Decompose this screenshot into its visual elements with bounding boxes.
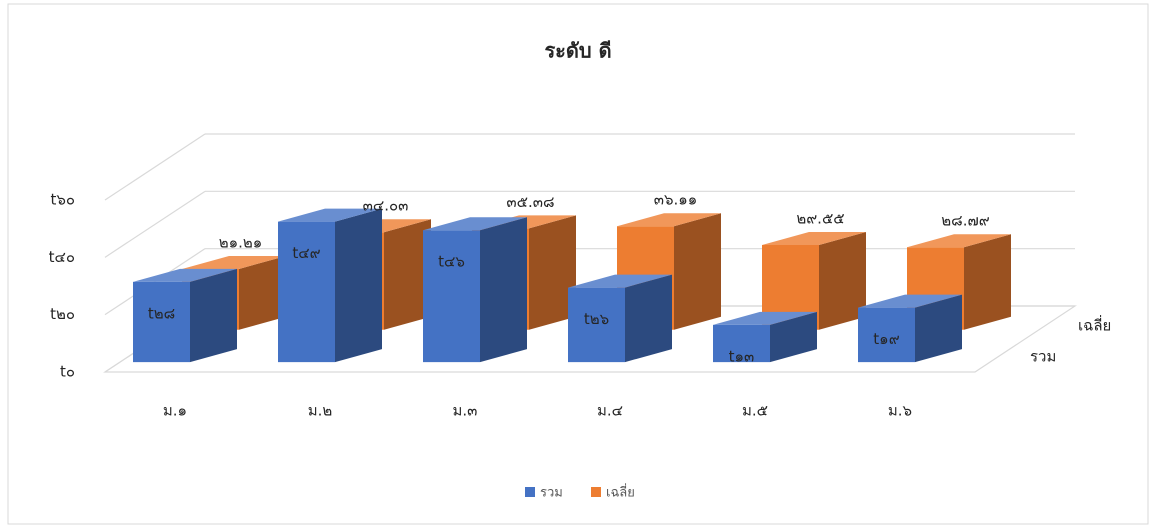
y-tick-label: t๖๐: [50, 191, 75, 209]
bar-face: [190, 268, 237, 363]
bar: [858, 294, 962, 363]
bar-face: [770, 311, 817, 363]
bar-face: [568, 274, 672, 288]
bar: [713, 311, 817, 363]
bar-face: [423, 230, 480, 363]
data-label: t๒๖: [584, 310, 609, 328]
grid-line: [104, 133, 206, 201]
data-label: ๓๔.๐๓: [363, 197, 409, 215]
bar-face: [480, 217, 527, 363]
y-tick-label: t๐: [60, 363, 75, 381]
bar-face: [182, 255, 286, 269]
bar-face: [133, 281, 190, 363]
x-tick-label: ม.๖: [888, 402, 912, 420]
bar-face: [278, 208, 382, 222]
bar-face: [907, 234, 1011, 248]
bar-face: [278, 221, 335, 363]
depth-label: รวม: [1030, 348, 1056, 366]
bar-face: [133, 268, 237, 282]
bar-face: [713, 311, 817, 325]
data-label: ๒๘.๗๙: [941, 212, 990, 230]
bar-face: [568, 287, 625, 363]
bar-face: [915, 294, 962, 363]
data-label: ๓๖.๑๑: [654, 191, 698, 209]
bar-face: [858, 294, 962, 308]
bar-face: [384, 219, 431, 330]
data-label: ๓๕.๓๘: [506, 193, 554, 211]
bar: [568, 274, 672, 363]
bar-face: [762, 232, 866, 246]
x-tick-label: ม.๑: [163, 402, 187, 420]
data-label: t๔๖: [438, 253, 465, 271]
grid-line: [104, 190, 206, 258]
chart-title: ระดับ ดี: [544, 39, 611, 63]
depth-label: เฉลี่ย: [1078, 315, 1111, 335]
bar-face: [964, 234, 1011, 330]
data-label: ๒๑.๒๑: [219, 233, 263, 251]
data-label: t๔๙: [292, 244, 320, 262]
y-tick-label: t๒๐: [50, 305, 75, 323]
bar: [423, 217, 527, 363]
bar-face: [674, 213, 721, 330]
data-label: t๒๘: [148, 304, 175, 322]
bar-face: [335, 208, 382, 363]
y-tick-label: t๔๐: [49, 248, 75, 266]
x-tick-label: ม.๔: [597, 402, 623, 420]
bar: [278, 208, 382, 363]
legend-label: รวม: [540, 486, 563, 501]
bar-face: [529, 215, 576, 330]
legend-swatch: [525, 487, 535, 497]
bar-face: [713, 324, 770, 363]
bar-face: [819, 232, 866, 330]
bar-face: [239, 255, 286, 330]
legend-swatch: [591, 487, 601, 497]
data-label: t๑๙: [873, 330, 899, 348]
bar-face: [625, 274, 672, 363]
x-tick-label: ม.๕: [742, 402, 768, 420]
data-label: t๑๓: [729, 347, 755, 365]
bar-face: [617, 213, 721, 227]
data-label: ๒๙.๕๕: [796, 210, 844, 228]
x-tick-label: ม.๒: [308, 402, 333, 420]
bar-face: [762, 245, 819, 330]
bar-face: [423, 217, 527, 231]
bar-face: [858, 307, 915, 363]
bar: [133, 268, 237, 363]
bar: [762, 232, 866, 330]
legend-label: เฉลี่ย: [606, 484, 635, 501]
x-tick-label: ม.๓: [453, 402, 478, 420]
